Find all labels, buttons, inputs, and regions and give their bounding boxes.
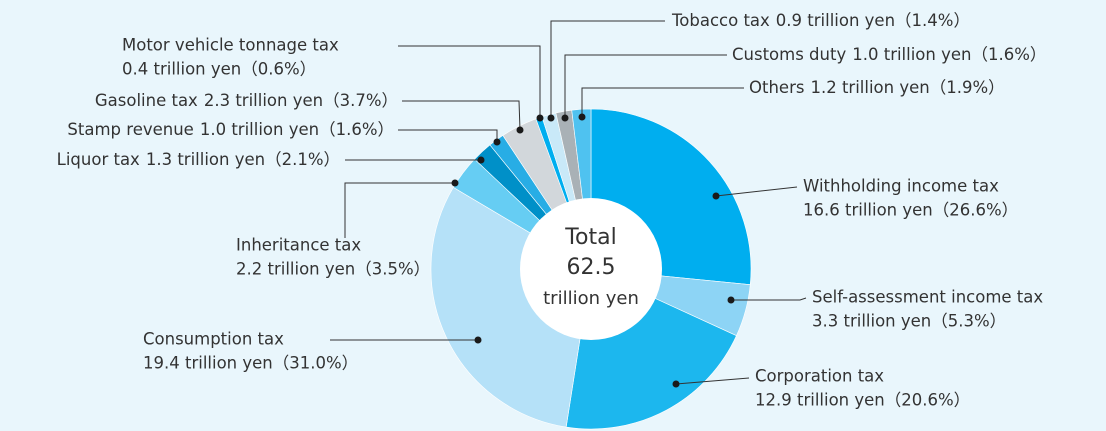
value-label: 19.4 trillion yen（31.0%） [143,354,358,373]
donut-hole [520,198,662,340]
value-label: 0.9 trillion yen（1.4%） [776,11,970,30]
slice-label: Tobacco tax [671,11,770,30]
slice-label: Stamp revenue [67,120,193,139]
value-label: 2.3 trillion yen（3.7%） [204,91,398,110]
labels: Withholding income tax 16.6 trillion yen（… [57,11,1047,410]
slice-label-line: Stamp revenue 1.0 trillion yen（1.6%） [67,120,394,139]
slice-label-line: Others 1.2 trillion yen（1.9%） [749,78,1005,97]
value-label: 2.2 trillion yen（3.5%） [236,260,430,279]
slice-label: Consumption tax [143,330,284,349]
value-label: 1.0 trillion yen（1.6%） [852,45,1046,64]
center-total: 62.5 [567,255,616,280]
leader-dot [578,113,586,121]
slice-label: Self-assessment income tax [812,288,1043,307]
leader-dot [493,138,501,146]
leader-line [344,182,455,238]
leader-line [564,54,727,118]
slice-label: Liquor tax [57,150,140,169]
center-label: Total [564,225,616,250]
value-label: 1.3 trillion yen（2.1%） [146,150,340,169]
value-label: 12.9 trillion yen（20.6%） [755,391,970,410]
slice-label-line: Tobacco tax 0.9 trillion yen（1.4%） [671,11,970,30]
leader-dot [536,114,544,122]
value-label: 16.6 trillion yen（26.6%） [803,201,1018,220]
center-unit: trillion yen [543,288,639,309]
leader-line [675,377,750,385]
leader-dot [451,179,459,187]
slice-label-line: Liquor tax 1.3 trillion yen（2.1%） [57,150,340,169]
slice-label: Corporation tax [755,367,884,386]
slice-label: Others [749,78,804,97]
value-label: 0.4 trillion yen（0.6%） [122,60,316,79]
leader-line [581,87,744,117]
leader-dot [516,126,524,134]
slice-label-line: Customs duty 1.0 trillion yen（1.6%） [732,45,1046,64]
leader-dot [547,114,555,122]
slice-label: Gasoline tax [95,91,198,110]
leader-line [398,45,541,118]
leader-dot [727,296,735,304]
slice-label-line: Gasoline tax 2.3 trillion yen（3.7%） [95,91,398,110]
leader-dot [712,192,720,200]
leader-dot [474,336,482,344]
leader-line [398,129,498,142]
value-label: 1.2 trillion yen（1.9%） [810,78,1004,97]
value-label: 3.3 trillion yen（5.3%） [812,312,1006,331]
value-label: 1.0 trillion yen（1.6%） [200,120,394,139]
slice-label: Motor vehicle tonnage tax [122,36,339,55]
leader-dot [561,114,569,122]
leader-line [550,20,665,118]
slice-label: Inheritance tax [236,236,361,255]
leader-dot [477,156,485,164]
slice-label: Withholding income tax [803,177,999,196]
leader-line [715,186,798,197]
leader-line [402,100,521,131]
leader-dot [672,380,680,388]
leader-line [731,297,807,301]
slice-label: Customs duty [732,45,846,64]
